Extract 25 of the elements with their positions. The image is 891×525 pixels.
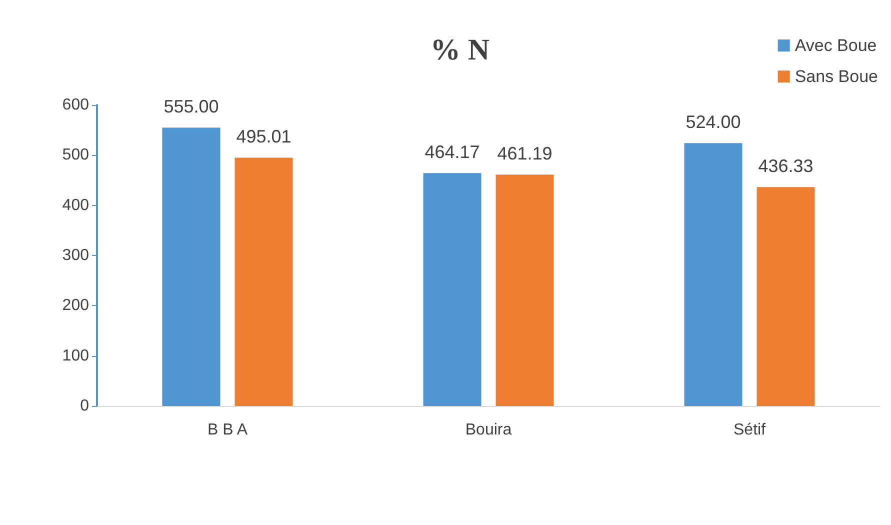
y-tick-label: 300 — [62, 247, 90, 264]
data-label: 524.00 — [686, 112, 741, 132]
legend-label: Sans Boue — [794, 67, 878, 86]
data-label: 464.17 — [424, 142, 480, 162]
x-tick-label: Sétif — [733, 422, 766, 438]
bar — [423, 173, 482, 406]
y-tick-label: 100 — [62, 347, 90, 364]
y-tick-label: 400 — [62, 196, 90, 214]
y-tick-label: 0 — [80, 398, 90, 414]
data-label: 461.19 — [497, 144, 552, 164]
y-tick-label: 500 — [62, 146, 90, 164]
bar — [756, 187, 815, 406]
data-label: 555.00 — [164, 96, 219, 117]
bar — [162, 128, 220, 406]
bar — [684, 143, 742, 406]
chart-title: % N — [430, 34, 490, 66]
y-tick-label: 600 — [62, 96, 90, 114]
data-label: 436.33 — [758, 156, 814, 176]
bar — [496, 174, 554, 406]
x-tick-label: B B A — [207, 422, 248, 438]
data-label: 495.01 — [236, 126, 292, 147]
legend-label: Avec Boue — [794, 36, 877, 55]
bar — [234, 158, 293, 406]
x-tick-label: Bouira — [465, 422, 512, 438]
y-tick-label: 200 — [62, 297, 90, 314]
